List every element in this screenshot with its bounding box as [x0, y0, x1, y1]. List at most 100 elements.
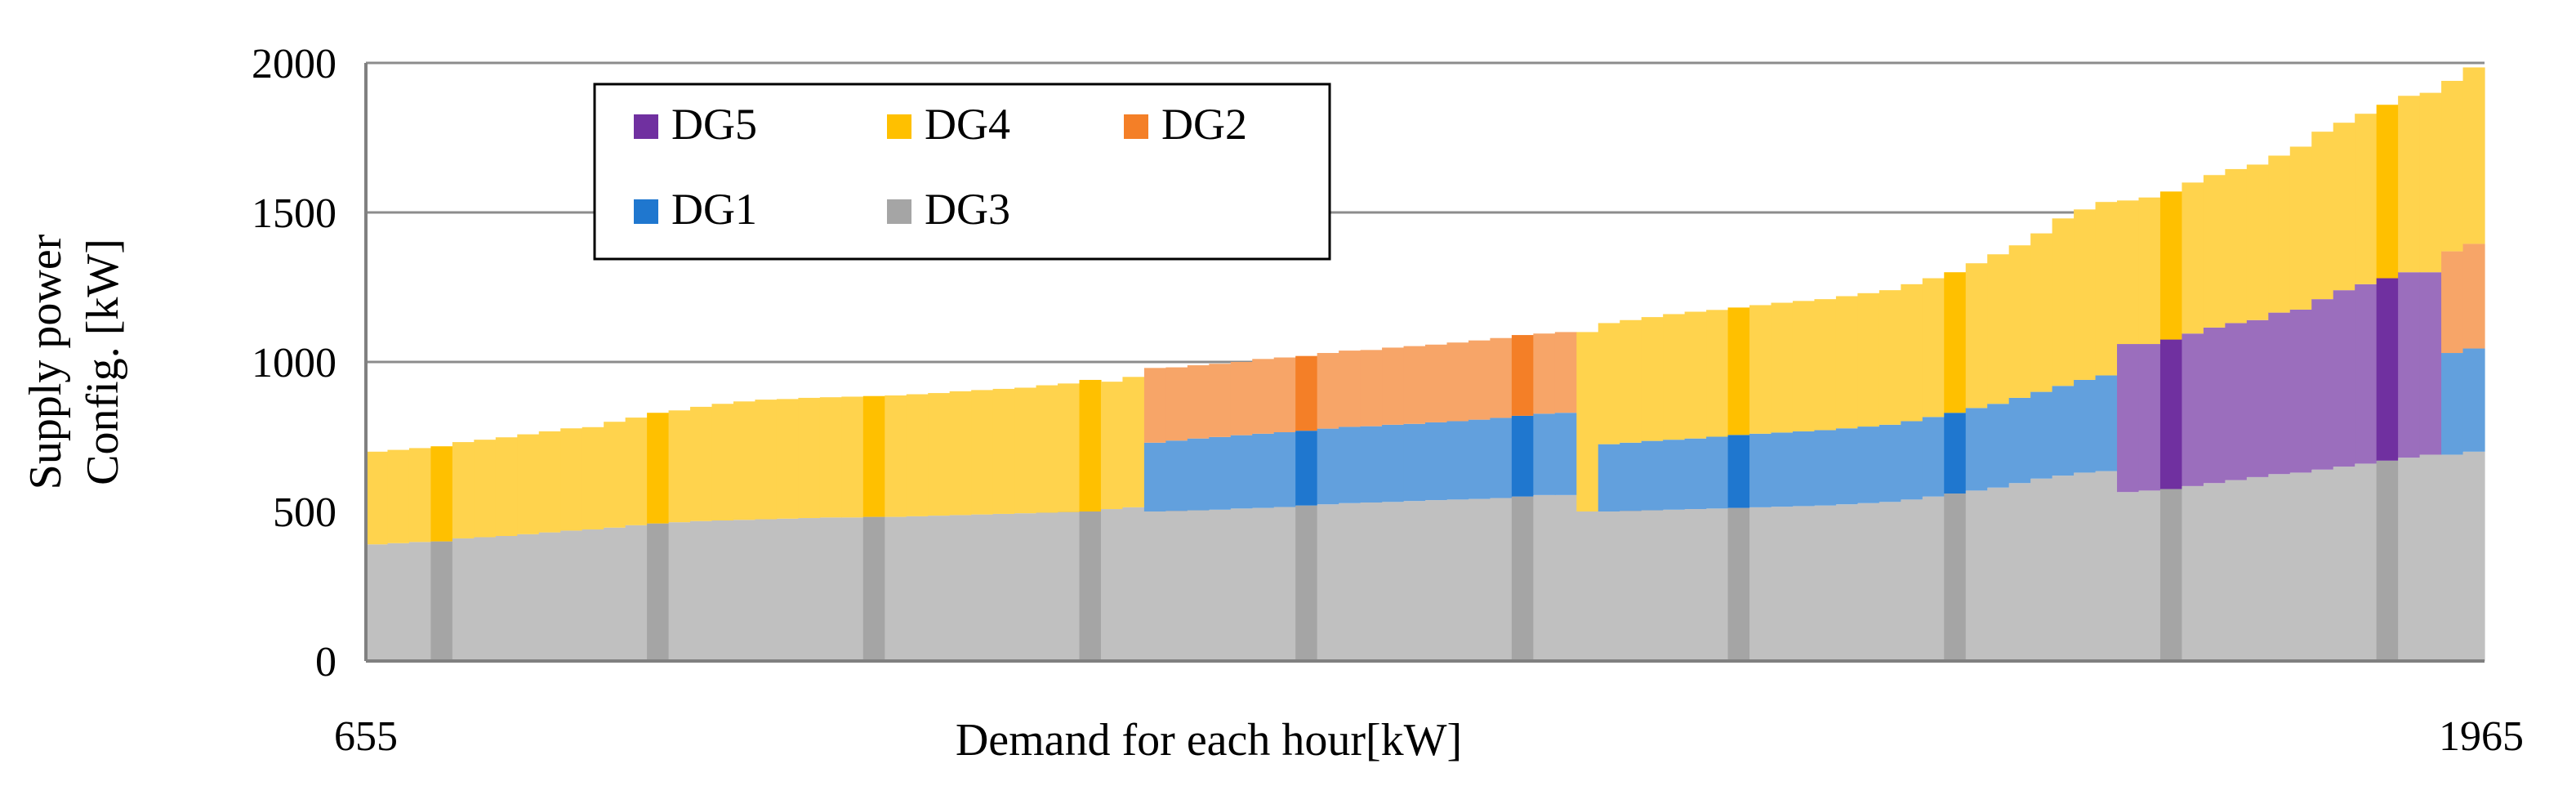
bar-segment-dg1	[1727, 435, 1750, 508]
bar-segment-dg4	[2030, 233, 2053, 392]
bar-segment-dg3	[1360, 502, 1383, 661]
bar-segment-dg3	[2203, 483, 2226, 661]
bar-segment-dg2	[2462, 243, 2485, 349]
bar-segment-dg4	[2462, 67, 2485, 244]
bar-segment-dg2	[1511, 335, 1534, 416]
bar-segment-dg4	[885, 395, 907, 517]
bar-segment-dg3	[582, 529, 604, 661]
bar-segment-dg3	[647, 523, 670, 661]
bar-segment-dg2	[1446, 342, 1469, 422]
bar-segment-dg3	[1511, 496, 1534, 661]
bar-segment-dg3	[495, 536, 518, 661]
bar-segment-dg2	[1252, 359, 1275, 434]
legend: DG5 DG4 DG2 DG1 DG3	[593, 83, 1331, 261]
legend-swatch-dg4	[887, 114, 911, 139]
x-axis-title: Demand for each hour[kW]	[956, 715, 1462, 766]
bar-segment-dg2	[1165, 367, 1188, 441]
bar-segment-dg3	[2138, 490, 2161, 661]
y-tick-label: 1500	[252, 190, 336, 237]
bar-segment-dg1	[1360, 426, 1383, 503]
bar-segment-dg3	[2289, 472, 2312, 661]
bar-segment-dg3	[538, 532, 561, 661]
bar-segment-dg3	[1079, 511, 1102, 661]
legend-swatch-dg3	[887, 199, 911, 224]
bar-segment-dg4	[1857, 293, 1880, 427]
bar-segment-dg3	[1230, 508, 1253, 661]
bar-segment-dg1	[2441, 353, 2464, 455]
bar-segment-dg3	[2333, 467, 2355, 661]
legend-label-dg4: DG4	[925, 100, 1010, 149]
bar-segment-dg3	[862, 516, 885, 661]
bar-segment-dg4	[1814, 299, 1837, 431]
bar-segment-dg3	[1209, 509, 1232, 661]
legend-swatch-dg1	[634, 199, 658, 224]
bar-segment-dg1	[1511, 415, 1534, 497]
bar-segment-dg1	[2030, 391, 2053, 479]
bar-segment-dg3	[1901, 499, 1923, 661]
bar-segment-dg4	[862, 395, 885, 517]
bar-segment-dg3	[2030, 478, 2053, 661]
bar-segment-dg4	[452, 442, 475, 538]
y-axis-title: Supply power Config. [kW]	[20, 234, 128, 489]
bar-segment-dg4	[1727, 307, 1750, 435]
bar-segment-dg2	[1273, 357, 1296, 433]
legend-label-dg3: DG3	[925, 185, 1010, 234]
bar-segment-dg3	[1576, 511, 1599, 661]
bar-segment-dg1	[1792, 431, 1816, 507]
bar-segment-dg1	[1749, 433, 1772, 507]
bar-segment-dg4	[2398, 96, 2421, 273]
bar-segment-dg3	[1965, 490, 1988, 661]
bar-segment-dg3	[1165, 511, 1188, 661]
bar-segment-dg5	[2289, 309, 2312, 473]
y-tick-label: 1000	[252, 340, 336, 386]
bar-segment-dg2	[1554, 332, 1577, 413]
x-end-label: 1965	[2439, 713, 2524, 760]
bar-segment-dg3	[2074, 472, 2097, 661]
bar-segment-dg4	[1641, 317, 1664, 441]
bar-segment-dg3	[2052, 476, 2075, 661]
y-axis-title-line-1: Supply power	[20, 234, 71, 489]
bar-segment-dg4	[408, 448, 432, 543]
bar-series-group	[366, 67, 2485, 661]
bar-segment-dg4	[668, 410, 691, 523]
bar-segment-dg1	[1554, 413, 1577, 495]
bar-segment-dg4	[2117, 200, 2140, 345]
bar-segment-dg3	[928, 516, 951, 661]
bar-segment-dg3	[971, 514, 994, 661]
bar-segment-dg5	[2246, 319, 2269, 477]
bar-segment-dg3	[798, 518, 821, 661]
bar-segment-dg3	[1382, 502, 1405, 661]
bar-segment-dg4	[430, 446, 453, 542]
bar-segment-dg3	[1641, 510, 1664, 661]
bar-segment-dg1	[1403, 423, 1426, 502]
bar-segment-dg2	[1209, 364, 1232, 437]
bar-segment-dg4	[690, 406, 713, 521]
bar-segment-dg4	[1771, 302, 1794, 433]
bar-segment-dg3	[474, 537, 497, 661]
bar-segment-dg3	[560, 530, 583, 661]
bar-segment-dg4	[949, 391, 972, 516]
bar-segment-dg5	[2268, 312, 2291, 475]
bar-segment-dg5	[2117, 344, 2140, 493]
bar-segment-dg1	[1230, 435, 1253, 509]
bar-segment-dg3	[1252, 507, 1275, 661]
bar-segment-dg3	[949, 515, 972, 661]
bar-segment-dg3	[2311, 469, 2334, 661]
bar-segment-dg3	[1014, 513, 1037, 661]
bar-segment-dg4	[1620, 319, 1642, 443]
bar-segment-dg3	[1317, 504, 1339, 661]
bar-segment-dg3	[1468, 498, 1491, 661]
bar-segment-dg3	[1403, 501, 1426, 661]
bar-segment-dg1	[1641, 440, 1664, 511]
bar-segment-dg4	[366, 451, 389, 545]
legend-swatch-dg2	[1124, 114, 1148, 139]
bar-segment-dg4	[2246, 164, 2269, 320]
bar-segment-dg3	[690, 520, 713, 661]
bar-segment-dg2	[1403, 346, 1426, 424]
bar-segment-dg2	[1187, 365, 1210, 439]
bar-segment-dg1	[1490, 418, 1513, 498]
bar-segment-dg3	[2376, 460, 2399, 661]
bar-segment-dg4	[1792, 301, 1816, 431]
bar-segment-dg3	[1684, 509, 1707, 661]
